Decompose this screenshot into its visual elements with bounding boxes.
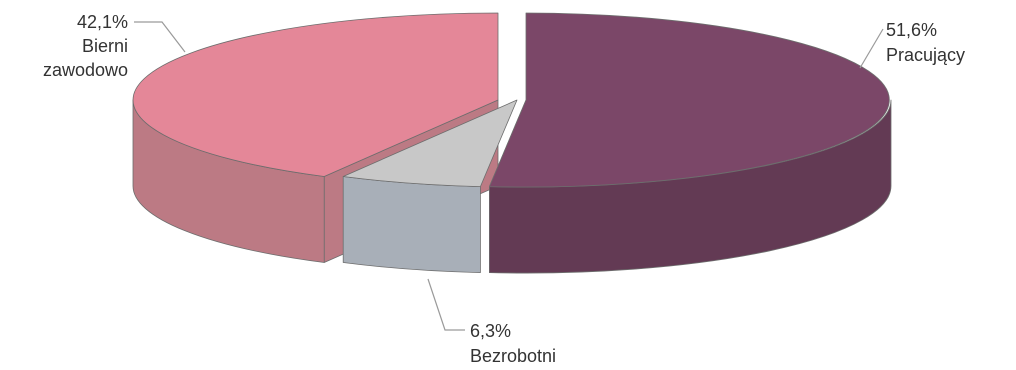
slice-value-label-bierni: 42,1% [77, 12, 128, 32]
slice-top-bierni [132, 12, 499, 177]
slice-side-pracujacy [489, 99, 892, 274]
slice-side-bezrobotni [342, 176, 481, 273]
slice-name-label-bierni: Bierni [82, 36, 128, 56]
slice-value-label-bezrobotni: 6,3% [470, 321, 511, 341]
slice-name-label-bierni-line2: zawodowo [43, 60, 128, 80]
slice-name-label-bezrobotni: Bezrobotni [470, 346, 556, 366]
leader-line-pracujacy [859, 28, 884, 69]
slice-name-label-pracujacy: Pracujący [886, 45, 965, 65]
leader-line-bierni [134, 21, 186, 53]
slice-top-pracujacy [489, 12, 890, 188]
pie-3d-tops [132, 12, 890, 188]
leader-lines [134, 21, 884, 331]
slice-top-bezrobotni [342, 99, 518, 187]
leader-line-bezrobotni [427, 278, 465, 331]
slice-value-label-pracujacy: 51,6% [886, 20, 937, 40]
